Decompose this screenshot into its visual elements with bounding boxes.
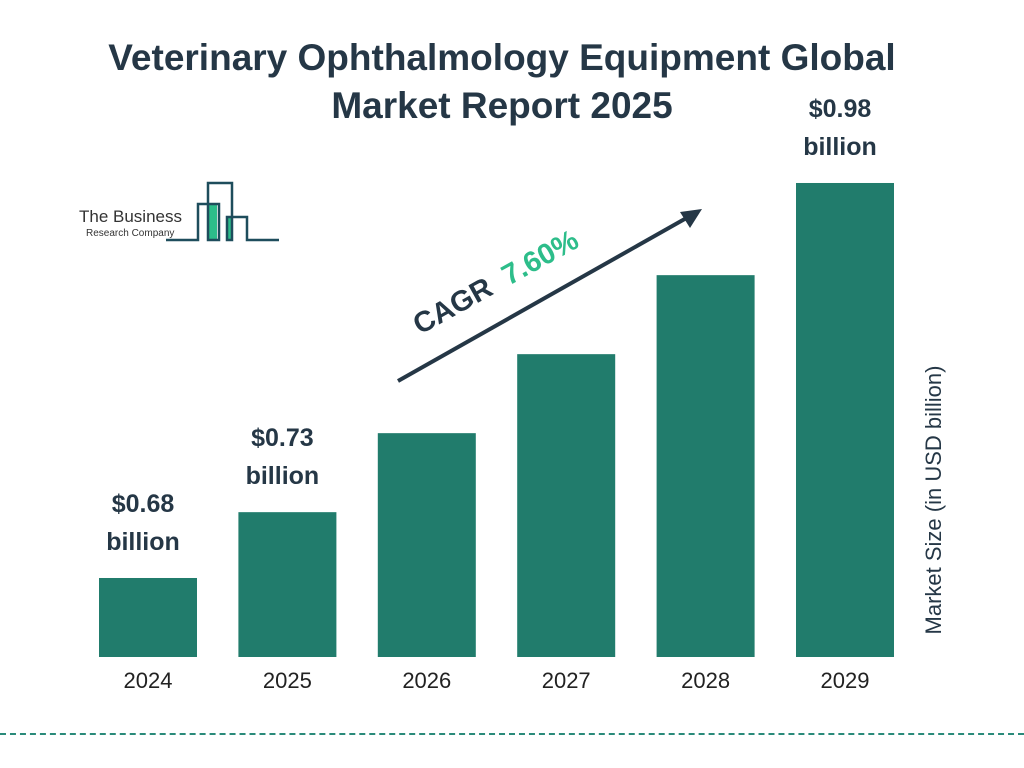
x-tick-label: 2024 [124, 668, 173, 693]
x-tick-label: 2027 [542, 668, 591, 693]
bar-2027 [517, 354, 616, 657]
arrow-head-icon [680, 209, 702, 228]
data-label: $0.73 [251, 424, 314, 452]
data-label: $0.68 [112, 490, 175, 518]
bar-2024 [99, 577, 197, 657]
divider [0, 733, 1024, 735]
x-tick-label: 2028 [681, 668, 730, 693]
data-label: billion [246, 462, 320, 490]
y-axis-label: Market Size (in USD billion) [921, 366, 946, 635]
title-line-2: Market Report 2025 [331, 85, 673, 126]
data-label: billion [106, 528, 180, 556]
logo: The Business Research Company [79, 181, 279, 242]
logo-text-1: The Business [79, 207, 182, 226]
title-line-1: Veterinary Ophthalmology Equipment Globa… [108, 37, 896, 78]
logo-text-2: Research Company [86, 228, 174, 239]
chart-title: Veterinary Ophthalmology Equipment Globa… [0, 34, 1004, 130]
data-label: $0.98 [809, 95, 872, 123]
bar-2025 [238, 512, 337, 657]
bar-2029 [796, 182, 894, 657]
x-tick-label: 2026 [402, 668, 451, 693]
x-tick-label: 2025 [263, 668, 312, 693]
data-label: billion [803, 133, 877, 161]
x-tick-label: 2029 [821, 668, 870, 693]
bar-2026 [377, 433, 476, 657]
bar-2028 [656, 275, 755, 657]
